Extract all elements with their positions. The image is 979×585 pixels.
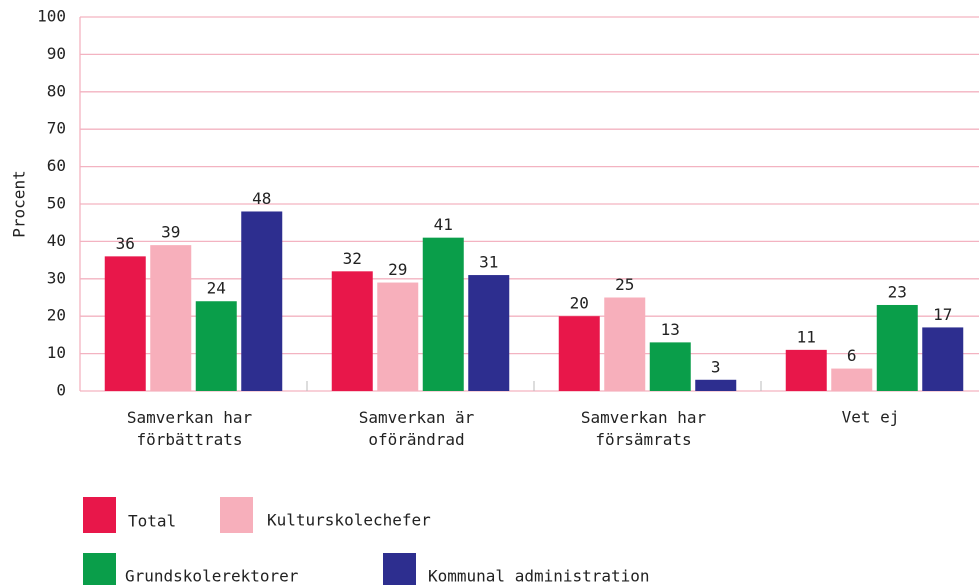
y-axis-label: Procent: [10, 170, 29, 237]
value-label: 23: [888, 282, 907, 301]
legend-swatch: [220, 497, 253, 533]
legend-label: Kulturskolechefer: [267, 511, 431, 530]
value-label: 6: [847, 346, 857, 365]
legend-swatch: [83, 553, 116, 585]
y-tick-label: 80: [47, 81, 66, 100]
legend-label: Grundskolerektorer: [125, 567, 299, 585]
legend-swatch: [83, 497, 116, 533]
bar: [785, 349, 827, 391]
bar: [195, 301, 237, 391]
value-label: 20: [570, 294, 589, 313]
legend-label: Total: [128, 512, 176, 531]
y-tick-label: 100: [37, 7, 66, 26]
x-tick-label: Samverkan har förbättrats: [127, 408, 253, 449]
value-label: 39: [161, 223, 180, 242]
value-label: 32: [343, 249, 362, 268]
value-label: 3: [711, 357, 721, 376]
legend-label: Kommunal administration: [428, 567, 650, 585]
bar: [558, 316, 600, 391]
y-tick-label: 40: [47, 231, 66, 250]
bar: [104, 256, 146, 391]
bar: [150, 245, 192, 391]
value-label: 31: [479, 253, 498, 272]
bar: [604, 297, 646, 391]
x-tick-label: Samverkan är oförändrad: [359, 408, 475, 449]
bar: [422, 237, 464, 391]
bar: [468, 275, 510, 391]
value-label: 13: [661, 320, 680, 339]
bar: [377, 282, 419, 391]
value-label: 25: [615, 275, 634, 294]
x-tick-label: Samverkan har försämrats: [581, 408, 707, 449]
value-label: 17: [933, 305, 952, 324]
x-tick-label: Vet ej: [842, 408, 900, 427]
y-tick-label: 60: [47, 156, 66, 175]
bar: [831, 368, 873, 391]
y-tick-label: 70: [47, 119, 66, 138]
y-tick-label: 50: [47, 194, 66, 213]
value-label: 24: [207, 279, 226, 298]
y-tick-label: 90: [47, 44, 66, 63]
value-label: 48: [252, 189, 271, 208]
bar: [876, 304, 918, 391]
legend-swatch: [383, 553, 416, 585]
bar: [241, 211, 283, 391]
value-label: 41: [434, 215, 453, 234]
bar: [695, 379, 737, 391]
value-label: 11: [797, 327, 816, 346]
y-tick-label: 20: [47, 306, 66, 325]
y-tick-label: 10: [47, 343, 66, 362]
bar: [649, 342, 691, 391]
value-label: 29: [388, 260, 407, 279]
y-tick-label: 30: [47, 268, 66, 287]
value-label: 36: [116, 234, 135, 253]
y-tick-label: 0: [56, 381, 66, 400]
bar: [331, 271, 373, 391]
bar: [922, 327, 964, 391]
